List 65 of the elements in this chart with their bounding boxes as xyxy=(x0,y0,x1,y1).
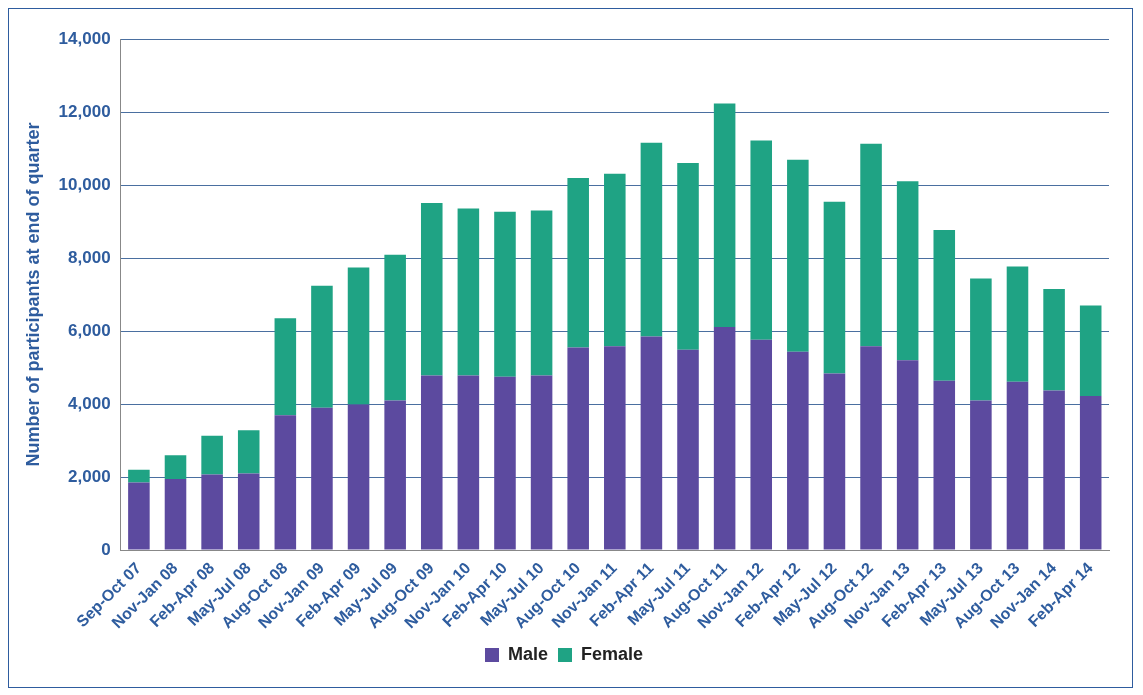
bar xyxy=(1006,266,1029,382)
bar xyxy=(677,349,699,550)
bar xyxy=(1006,381,1029,550)
bar xyxy=(640,336,663,550)
bar xyxy=(896,181,919,361)
bar xyxy=(274,415,297,550)
bar xyxy=(750,339,773,550)
y-tick-label: 12,000 xyxy=(58,101,111,121)
bar xyxy=(823,373,846,550)
bar xyxy=(567,178,589,348)
bar xyxy=(457,208,480,376)
bar xyxy=(237,473,260,550)
bar xyxy=(970,400,992,550)
bar xyxy=(274,318,297,416)
bar xyxy=(494,376,516,550)
bar xyxy=(750,140,773,340)
y-tick-label: 2,000 xyxy=(68,466,111,486)
bar xyxy=(201,435,223,475)
bar xyxy=(713,327,736,550)
y-tick-label: 0 xyxy=(101,539,111,559)
bar xyxy=(384,400,406,550)
bar xyxy=(237,430,260,474)
bar xyxy=(896,360,919,550)
bar xyxy=(201,474,223,550)
legend-label: Female xyxy=(580,643,644,664)
bar xyxy=(420,375,443,550)
bar xyxy=(420,202,443,376)
y-tick-label: 14,000 xyxy=(58,28,111,48)
bar xyxy=(933,229,956,381)
y-tick-label: 10,000 xyxy=(58,174,111,194)
bar xyxy=(128,482,150,550)
bar xyxy=(1043,289,1065,391)
bar xyxy=(494,211,516,377)
bar xyxy=(311,407,333,550)
bar xyxy=(823,201,846,374)
bar xyxy=(713,103,736,328)
bar xyxy=(640,142,663,337)
bar xyxy=(604,173,626,347)
bar xyxy=(530,210,553,376)
bar xyxy=(530,375,553,550)
bar xyxy=(933,380,956,550)
bar xyxy=(787,351,809,550)
y-tick-label: 8,000 xyxy=(68,247,111,267)
bar xyxy=(787,159,809,352)
bar xyxy=(677,163,699,350)
bar xyxy=(384,254,406,401)
bar xyxy=(128,469,150,483)
bar xyxy=(1043,390,1065,550)
bar xyxy=(970,278,992,401)
bar xyxy=(860,143,882,347)
y-axis-title: Number of participants at end of quarter xyxy=(22,122,43,467)
bar xyxy=(567,347,589,550)
bar xyxy=(860,346,882,550)
bar xyxy=(457,375,480,550)
legend-label: Male xyxy=(507,643,549,664)
bar xyxy=(164,455,187,479)
bar xyxy=(164,478,187,550)
bar xyxy=(604,346,626,550)
bar xyxy=(347,267,370,405)
bar xyxy=(347,404,370,550)
y-tick-label: 6,000 xyxy=(68,320,111,340)
bar xyxy=(1079,305,1102,397)
bar xyxy=(311,285,333,408)
y-tick-label: 4,000 xyxy=(68,393,111,413)
bar xyxy=(1079,396,1102,550)
